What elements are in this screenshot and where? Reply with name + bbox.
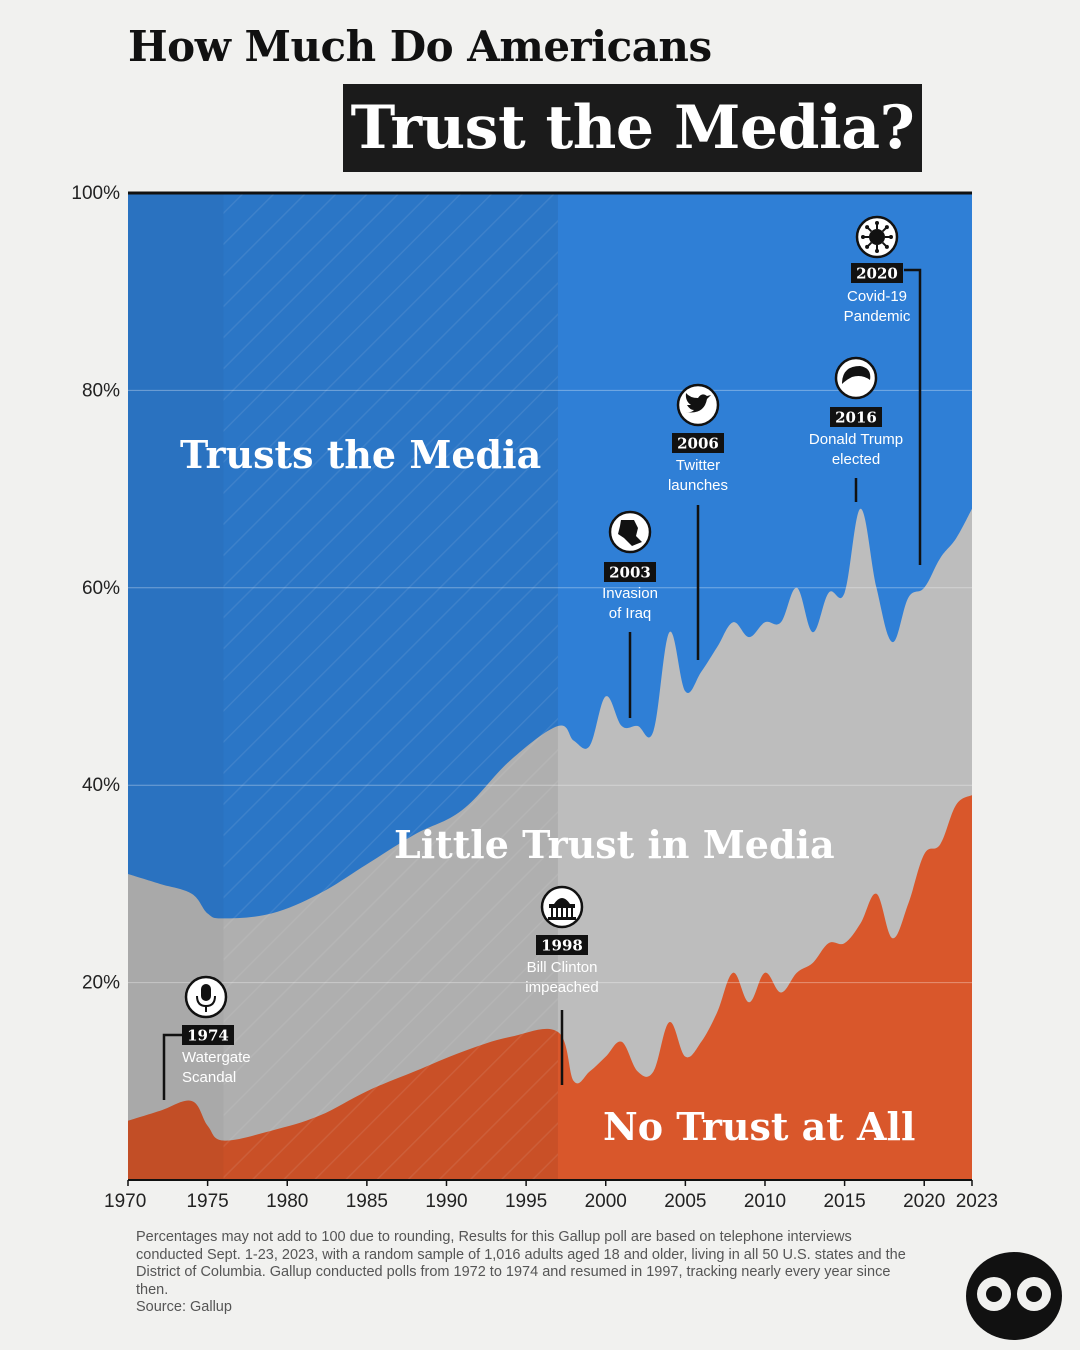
event-year-box bbox=[830, 407, 882, 427]
footnote: Percentages may not add to 100 due to ro… bbox=[136, 1229, 916, 1317]
y-tick-label: 20% bbox=[82, 973, 120, 994]
area-no-trust bbox=[128, 795, 972, 1180]
event-year: 2016 bbox=[835, 409, 877, 427]
x-tick-label: 1990 bbox=[425, 1191, 467, 1212]
twitter-bird-icon bbox=[685, 393, 711, 413]
y-tick-label: 40% bbox=[82, 775, 120, 796]
event-leader-line bbox=[162, 1033, 182, 1100]
event-year: 2006 bbox=[677, 435, 719, 453]
label-little-trust: Little Trust in Media bbox=[394, 822, 835, 867]
event-text: Covid-19 bbox=[847, 288, 907, 305]
x-tick-label: 2010 bbox=[744, 1191, 786, 1212]
y-tick-label: 100% bbox=[71, 183, 120, 204]
event-annotation: 2006 Twitter launches bbox=[668, 383, 728, 660]
x-tick-label: 2015 bbox=[823, 1191, 865, 1212]
event-text: Bill Clinton bbox=[527, 959, 598, 976]
x-tick-label: 1985 bbox=[346, 1191, 388, 1212]
no-poll-shade bbox=[223, 193, 558, 1180]
event-text: elected bbox=[832, 451, 880, 468]
event-year-box bbox=[536, 935, 588, 955]
event-year-box bbox=[604, 562, 656, 582]
event-annotation: 1974 Watergate Scandal bbox=[162, 975, 251, 1100]
title-line-2: Trust the Media? bbox=[350, 93, 915, 163]
y-tick-label: 80% bbox=[82, 380, 120, 401]
event-year: 1974 bbox=[187, 1027, 229, 1045]
event-icon-badge bbox=[834, 356, 878, 400]
x-tick-label: 2005 bbox=[664, 1191, 706, 1212]
event-text: launches bbox=[668, 477, 728, 494]
event-text: Watergate bbox=[182, 1049, 251, 1066]
event-text: Donald Trump bbox=[809, 431, 903, 448]
virus-icon bbox=[861, 221, 893, 253]
event-text: Invasion bbox=[602, 585, 658, 602]
brand-logo-icon bbox=[966, 1252, 1062, 1340]
source-note: Source: Gallup bbox=[136, 1299, 232, 1315]
title-banner: Trust the Media? bbox=[343, 84, 922, 172]
microphone-icon bbox=[196, 984, 216, 1012]
iraq-map-icon bbox=[618, 520, 642, 546]
x-tick-label: 1970 bbox=[104, 1191, 146, 1212]
event-leader-line bbox=[904, 268, 922, 565]
event-annotation: 2003 Invasion of Iraq bbox=[602, 510, 658, 718]
event-year-box bbox=[851, 263, 903, 283]
x-tick-label: 2000 bbox=[585, 1191, 627, 1212]
event-year-box bbox=[182, 1025, 234, 1045]
event-text: impeached bbox=[525, 979, 598, 996]
event-text: Pandemic bbox=[844, 308, 911, 325]
event-year: 2020 bbox=[856, 265, 898, 283]
event-year: 1998 bbox=[541, 937, 583, 955]
x-tick-label: 2020 bbox=[903, 1191, 945, 1212]
event-annotation: 1998 Bill Clinton impeached bbox=[525, 885, 599, 1085]
x-tick-label: 1975 bbox=[186, 1191, 228, 1212]
footnote-text: Percentages may not add to 100 due to ro… bbox=[136, 1229, 906, 1298]
x-tick-label: 1995 bbox=[505, 1191, 547, 1212]
trump-hair-icon bbox=[842, 366, 871, 384]
y-tick-label: 60% bbox=[82, 578, 120, 599]
event-text: Scandal bbox=[182, 1069, 236, 1086]
event-annotation: 2016 Donald Trump elected bbox=[809, 356, 903, 502]
event-text: of Iraq bbox=[609, 605, 652, 622]
event-text: Twitter bbox=[676, 457, 720, 474]
label-no-trust: No Trust at All bbox=[603, 1104, 915, 1149]
label-trusts-the-media: Trusts the Media bbox=[180, 432, 541, 477]
x-tick-label: 1980 bbox=[266, 1191, 308, 1212]
event-annotation: 2020 Covid-19 Pandemic bbox=[844, 215, 922, 565]
no-poll-hatch bbox=[223, 193, 558, 1180]
title-line-1: How Much Do Americans bbox=[128, 22, 712, 71]
event-year-box bbox=[672, 433, 724, 453]
x-tick-label: 2023 bbox=[956, 1191, 998, 1212]
event-year: 2003 bbox=[609, 564, 651, 582]
capitol-building-icon bbox=[548, 898, 576, 920]
